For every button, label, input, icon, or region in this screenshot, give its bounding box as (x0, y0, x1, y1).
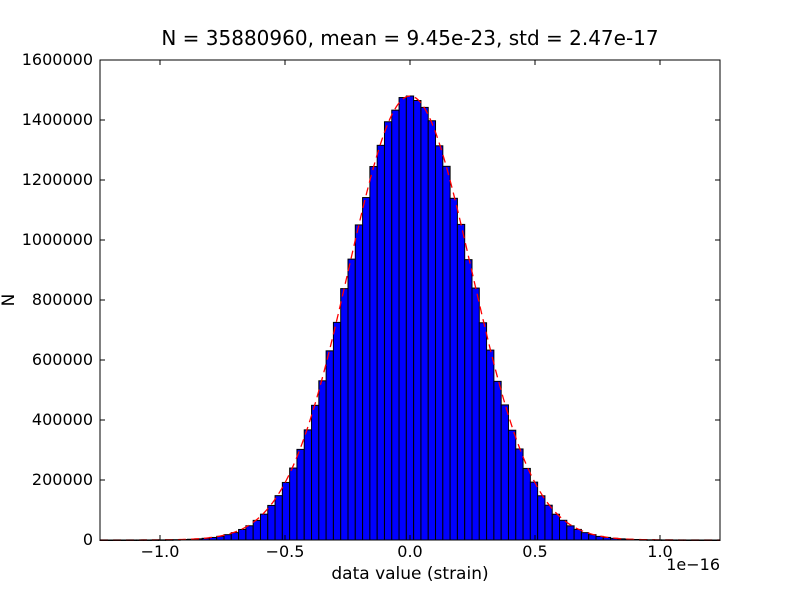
histogram-bar (537, 495, 546, 541)
histogram-bar (500, 404, 509, 541)
x-tick-label: −0.5 (266, 542, 305, 561)
histogram-bar (362, 197, 371, 541)
histogram-bar (383, 121, 393, 541)
y-tick-label: 0 (83, 530, 93, 549)
histogram-bar (245, 525, 254, 541)
histogram-bar (325, 350, 334, 541)
x-tick-label: 0.0 (397, 542, 422, 561)
histogram-bar (566, 525, 575, 541)
histogram-bar (515, 448, 524, 541)
histogram-bar (391, 109, 400, 541)
histogram-bar (493, 380, 502, 541)
histogram-bar (376, 144, 385, 541)
histogram-bar (369, 166, 378, 541)
histogram-bar (486, 349, 495, 541)
histogram-bar (464, 259, 473, 541)
histogram-bar (551, 513, 561, 541)
histogram-bar (340, 288, 349, 541)
histogram-bar (274, 495, 283, 541)
histogram-bar (522, 467, 531, 541)
histogram-bar (318, 380, 327, 541)
histogram-bar (507, 429, 517, 541)
x-tick-label: 1.0 (647, 542, 672, 561)
x-axis-label: data value (strain) (331, 564, 488, 584)
fit-curve-layer (100, 95, 720, 541)
histogram-bar (354, 224, 364, 541)
plot-frame (99, 59, 721, 541)
histogram-bar (267, 504, 276, 541)
y-axis-label: N (0, 294, 19, 307)
x-tick-label: 0.5 (522, 542, 547, 561)
y-tick-label: 1200000 (22, 170, 93, 189)
histogram-bar (223, 534, 232, 541)
histogram-bar (435, 145, 444, 541)
histogram-bar (230, 532, 240, 541)
bars-layer (99, 95, 721, 541)
y-tick-label: 200000 (32, 470, 93, 489)
histogram-bar (311, 404, 320, 541)
histogram-bar (238, 528, 247, 541)
y-tick-label: 600000 (32, 350, 93, 369)
histogram-bar (259, 513, 269, 541)
histogram-bar (281, 481, 291, 541)
histogram-bar (347, 258, 356, 541)
tick-labels-layer: −1.0 −0.5 0.0 0.5 1.0 0 200000 400000 600000 8000… (22, 50, 673, 561)
histogram-bar (471, 287, 480, 541)
axes-layer (99, 59, 721, 541)
chart-title: N = 35880960, mean = 9.45e-23, std = 2.4… (161, 26, 658, 50)
histogram-bar (442, 165, 451, 541)
histogram-bar (252, 519, 261, 541)
y-tick-label: 1400000 (22, 110, 93, 129)
histogram-bar (544, 504, 553, 541)
histogram-bar (427, 120, 437, 541)
histogram-bar (289, 467, 298, 541)
gaussian-fit-curve (100, 95, 720, 541)
histogram-bar (449, 197, 458, 541)
y-tick-label: 1600000 (22, 50, 93, 69)
x-axis-offset-label: 1e−16 (666, 555, 720, 574)
histogram-bar (456, 223, 466, 541)
histogram-bar (559, 519, 568, 541)
histogram-bar (303, 429, 313, 541)
histogram-bar (580, 532, 590, 541)
y-tick-label: 800000 (32, 290, 93, 309)
histogram-bar (398, 97, 407, 541)
histogram-bar (573, 528, 582, 541)
histogram-bar (413, 100, 422, 541)
histogram-bar (405, 95, 415, 541)
y-tick-label: 400000 (32, 410, 93, 429)
histogram-bar (420, 106, 429, 541)
histogram-bar (332, 321, 342, 541)
histogram-bar (296, 448, 305, 541)
x-tick-label: −1.0 (141, 542, 180, 561)
histogram-bar (529, 481, 539, 541)
y-tick-label: 1000000 (22, 230, 93, 249)
histogram-bar (478, 322, 488, 541)
